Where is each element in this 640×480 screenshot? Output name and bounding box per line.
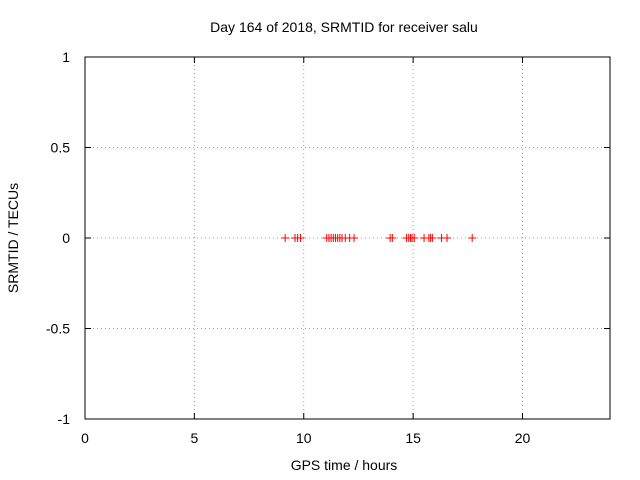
data-point [388, 234, 397, 242]
data-point [296, 234, 305, 242]
data-point [443, 234, 452, 242]
x-tick-label: 10 [296, 430, 312, 446]
x-tick-label: 0 [81, 430, 89, 446]
data-point [428, 234, 437, 242]
data-points [281, 234, 477, 242]
y-axis-label: SRMTID / TECUs [5, 183, 21, 293]
data-point [350, 234, 359, 242]
x-tick-label: 5 [190, 430, 198, 446]
data-point [410, 234, 419, 242]
y-tick-label: -1 [58, 411, 71, 427]
y-tick-label: 0.5 [51, 140, 71, 156]
x-axis-ticks: 0 5 10 15 20 [81, 57, 530, 446]
x-tick-label: 15 [405, 430, 421, 446]
y-tick-label: 1 [62, 49, 70, 65]
plot-frame [84, 56, 611, 420]
x-axis-label: GPS time / hours [291, 457, 398, 473]
data-point [468, 234, 477, 242]
data-point [281, 234, 290, 242]
chart-title: Day 164 of 2018, SRMTID for receiver sal… [210, 19, 478, 35]
y-tick-label: 0 [62, 230, 70, 246]
x-tick-label: 20 [515, 430, 531, 446]
y-tick-label: -0.5 [46, 321, 70, 337]
